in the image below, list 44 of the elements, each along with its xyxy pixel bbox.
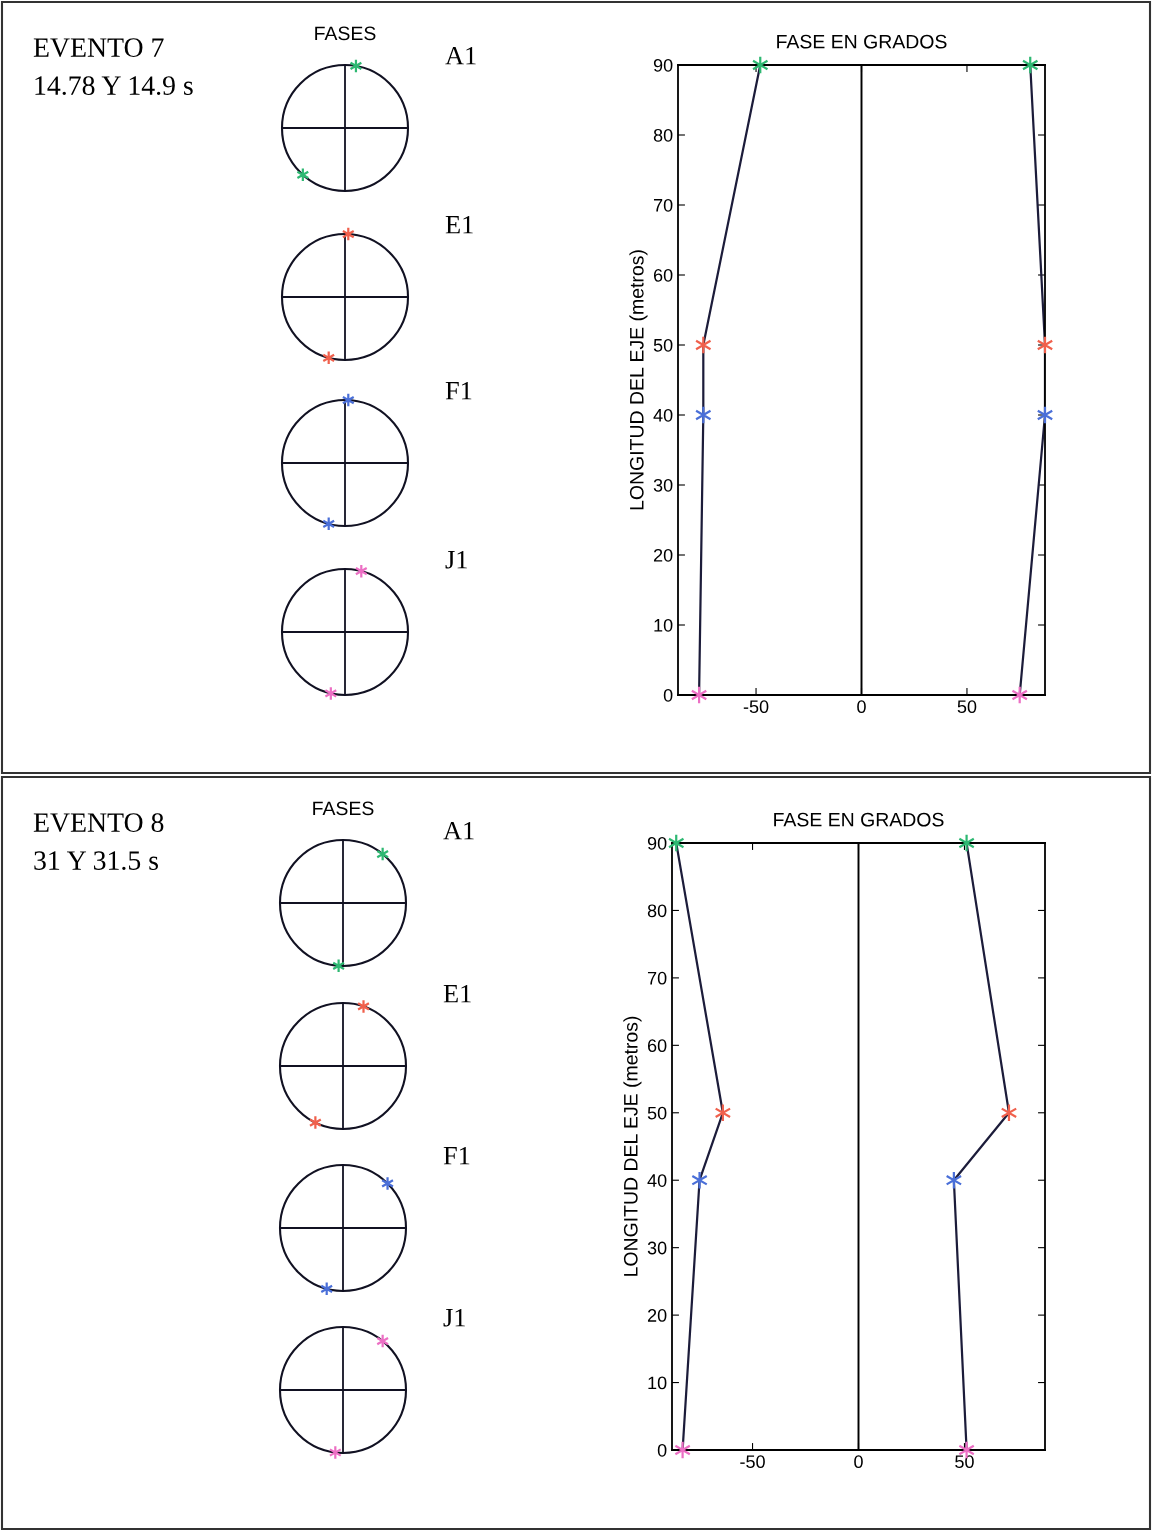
- y-tick-label: 70: [653, 198, 673, 212]
- y-tick-label: 90: [653, 58, 673, 72]
- y-tick-label: 20: [653, 548, 673, 562]
- y-tick-label: 0: [657, 1443, 667, 1457]
- y-tick-label: 10: [648, 1376, 667, 1390]
- text: 14.78 Y 14.9 s: [35, 76, 193, 96]
- text: FASES: [313, 801, 374, 816]
- text: EVENTO 8: [33, 813, 164, 833]
- y-tick-label: 50: [653, 338, 673, 352]
- y-tick-label: 30: [653, 478, 673, 492]
- y-tick-label: 60: [647, 1039, 667, 1053]
- y-tick-label: 80: [647, 904, 667, 918]
- y-tick-label: 70: [647, 971, 667, 985]
- category-label: A1: [445, 46, 476, 65]
- y-tick-label: 0: [663, 688, 673, 702]
- category-label: J1: [445, 550, 467, 569]
- x-tick-label: -50: [740, 1455, 765, 1469]
- y-tick-label: 90: [647, 836, 667, 850]
- text: FASES: [315, 26, 376, 41]
- category-label: A1: [443, 821, 474, 840]
- y-tick-label: 40: [647, 1174, 667, 1187]
- y-tick-label: 80: [653, 128, 673, 142]
- y-tick-label: 20: [647, 1309, 667, 1322]
- y-tick-label: 40: [653, 408, 673, 422]
- y-axis-title: LONGITUD DEL EJE (metros): [629, 250, 648, 510]
- category-label: F1: [443, 1146, 470, 1165]
- category-label: E1: [445, 215, 473, 234]
- y-tick-label: 50: [647, 1106, 667, 1120]
- y-tick-label: 10: [654, 618, 673, 632]
- text: 31 Y 31.5 s: [34, 851, 158, 871]
- x-tick-label: -50: [743, 700, 769, 714]
- x-tick-label: 0: [857, 700, 866, 714]
- category-label: J1: [443, 1308, 465, 1327]
- x-tick-label: 0: [854, 1455, 863, 1469]
- y-axis-title: LONGITUD DEL EJE (metros): [623, 1016, 642, 1276]
- x-tick-label: 50: [955, 1455, 974, 1469]
- category-label: E1: [443, 984, 471, 1003]
- y-tick-label: 60: [653, 268, 673, 282]
- category-label: F1: [445, 381, 472, 400]
- chart-title: FASE EN GRADOS: [777, 34, 947, 49]
- x-tick-label: 50: [957, 700, 977, 714]
- text: EVENTO 7: [33, 38, 164, 58]
- y-tick-label: 30: [647, 1241, 667, 1255]
- chart-title: FASE EN GRADOS: [774, 812, 944, 827]
